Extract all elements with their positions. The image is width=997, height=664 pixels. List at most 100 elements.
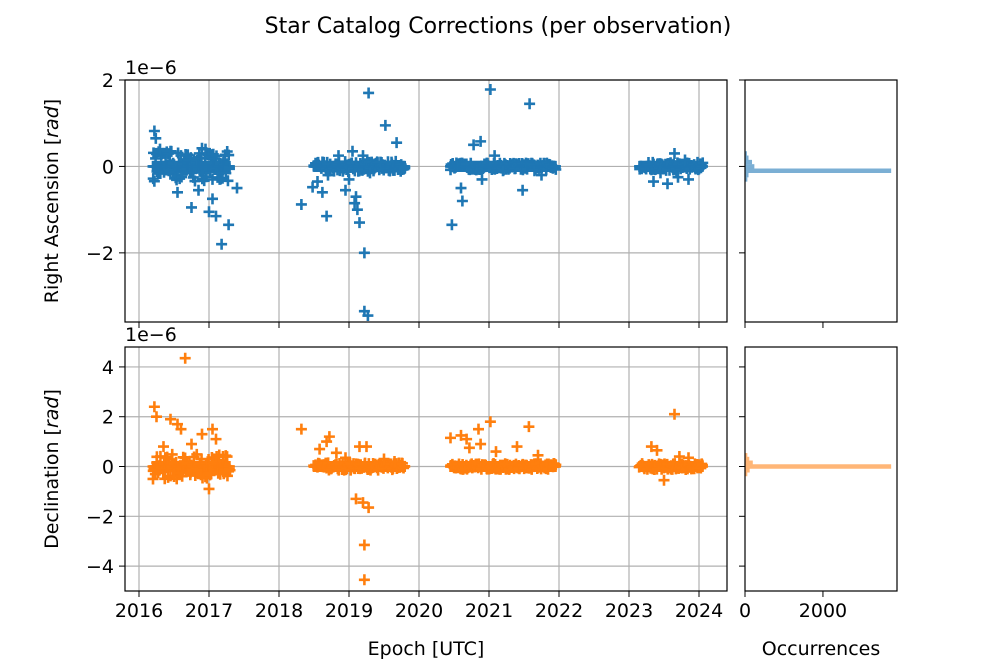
data-point (475, 135, 487, 147)
marginal-x-tick-label: 0 (739, 600, 751, 622)
marginal-x-axis-label: Occurrences (762, 638, 881, 660)
data-point (172, 186, 183, 198)
data-point (532, 449, 544, 461)
x-tick-label: 2019 (325, 600, 373, 622)
data-point (350, 493, 362, 505)
data-point (340, 184, 351, 196)
chart-title: Star Catalog Corrections (per observatio… (265, 14, 732, 39)
data-point (357, 150, 369, 162)
data-point (490, 446, 502, 458)
data-point (658, 474, 670, 486)
data-point (193, 184, 204, 196)
data-point (165, 413, 176, 425)
histogram-bar (745, 164, 755, 169)
data-point (391, 137, 403, 149)
x-tick-label: 2022 (535, 600, 583, 622)
band-point (223, 163, 235, 175)
data-point (312, 176, 323, 188)
marginal-right-ascension (739, 79, 898, 328)
data-point (358, 574, 370, 586)
data-point (323, 431, 335, 443)
y-axis-label-text: Right Ascension [ (41, 138, 63, 303)
data-point (456, 195, 468, 207)
data-point (148, 401, 160, 413)
data-point (463, 442, 475, 454)
x-tick-label: 2020 (395, 600, 443, 622)
data-point (217, 451, 229, 463)
y-axis-label-bracket: ] (41, 99, 63, 106)
histogram-bar (745, 155, 749, 161)
y-axis-label-bracket: ] (41, 389, 63, 396)
data-point (379, 119, 391, 131)
data-point (446, 219, 458, 231)
data-point (147, 473, 159, 485)
histogram-bar (745, 460, 753, 466)
band-point (550, 163, 562, 175)
x-tick-label: 2021 (465, 600, 513, 622)
band-point (189, 175, 201, 187)
data-point (497, 165, 509, 177)
axes-frame (124, 79, 728, 323)
band-point (166, 448, 178, 460)
data-point (669, 147, 680, 159)
data-point (175, 423, 187, 435)
y-axis-label: Right Ascension [rad] (41, 99, 63, 303)
y-tick-label: −2 (86, 243, 114, 265)
data-point (683, 173, 694, 185)
y-axis-label-unit: rad (41, 396, 63, 428)
band-point (399, 460, 411, 472)
data-point (358, 539, 370, 551)
histogram-bar (745, 151, 747, 156)
data-point (455, 182, 467, 194)
data-point (200, 143, 211, 155)
y-tick-label: −2 (86, 506, 114, 528)
data-point (475, 438, 487, 450)
marginal-declination: 0 2000 Occurrences (739, 346, 898, 660)
histogram-bar (745, 456, 750, 462)
data-point (340, 452, 351, 464)
data-point (648, 176, 659, 188)
y-offset-text: 1e−6 (125, 324, 177, 346)
panel-right-ascension: −2 0 2 1e−6 Right Ascension [rad] (41, 57, 728, 328)
data-point (223, 219, 235, 231)
data-point (151, 411, 162, 423)
data-point (343, 173, 355, 185)
data-point (316, 186, 328, 198)
band-point (222, 175, 234, 187)
histogram-bar (745, 159, 753, 165)
data-point (655, 167, 666, 179)
data-point (484, 84, 496, 96)
data-point (207, 193, 218, 205)
data-point (476, 173, 488, 185)
data-point (489, 150, 501, 162)
y-axis-label-unit: rad (41, 105, 63, 137)
histogram-bar (745, 177, 748, 182)
data-point (150, 132, 162, 144)
marginal-frame (744, 346, 898, 592)
y-axis-label: Declination [rad] (41, 389, 63, 549)
data-point (168, 470, 180, 482)
x-axis-label: Epoch [UTC] (368, 638, 485, 660)
axes-frame (124, 346, 728, 592)
data-point (295, 198, 307, 210)
data-point (158, 441, 169, 453)
data-point (362, 310, 374, 322)
data-point (179, 352, 191, 364)
band-point (697, 157, 709, 169)
band-point (148, 175, 160, 187)
data-point (445, 432, 456, 444)
data-point (210, 433, 222, 445)
x-tick-label: 2018 (255, 600, 303, 622)
data-point (524, 98, 536, 110)
band-point (550, 459, 562, 471)
y-tick-label: 2 (102, 407, 114, 429)
histogram-bar (745, 467, 750, 473)
histogram-bar (745, 453, 748, 458)
data-point (322, 169, 334, 181)
data-point (358, 247, 370, 259)
data-point (389, 456, 400, 468)
data-point (314, 443, 326, 455)
data-point (207, 173, 218, 185)
